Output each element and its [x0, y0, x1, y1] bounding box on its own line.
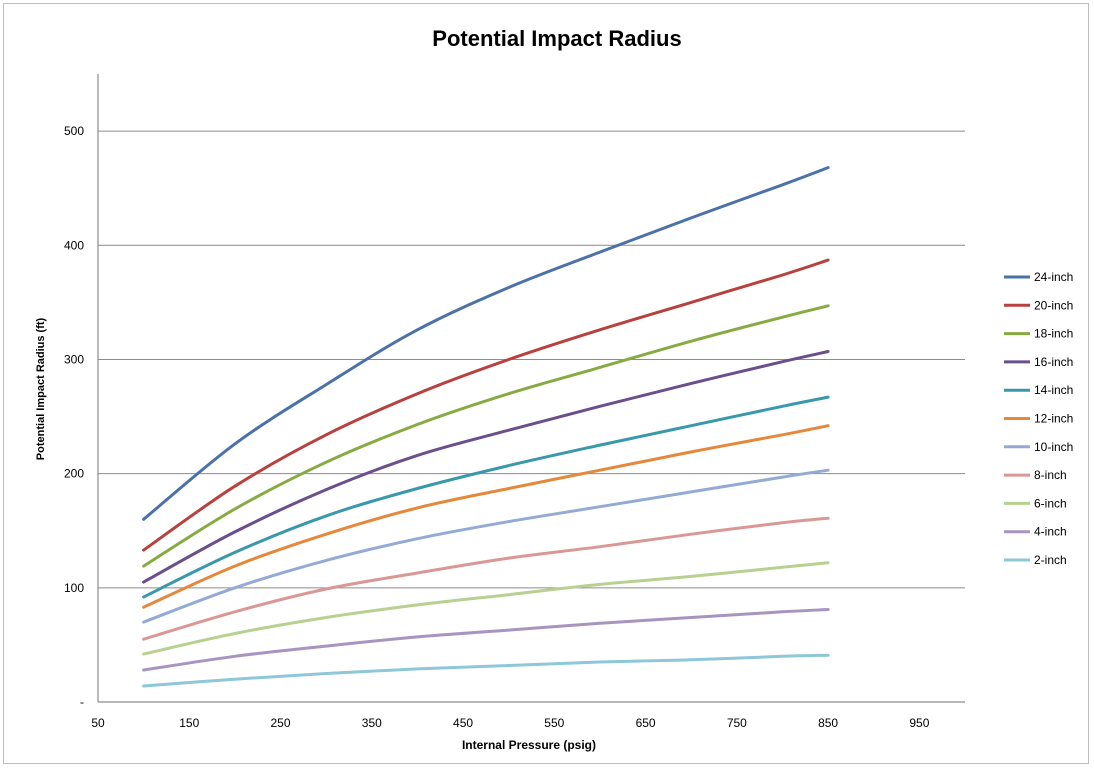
series-line-6-inch: [142, 561, 830, 656]
legend-label: 4-inch: [1034, 525, 1067, 539]
legend-item: 24-inch: [1004, 270, 1073, 284]
series-line-18-inch: [142, 304, 830, 568]
x-tick-label: 50: [91, 716, 105, 730]
legend-label: 6-inch: [1034, 496, 1067, 510]
chart-title: Potential Impact Radius: [432, 26, 681, 51]
series-line-24-inch: [142, 166, 830, 521]
legend-item: 6-inch: [1004, 496, 1067, 510]
y-tick-label: -: [80, 695, 84, 709]
series-line-20-inch: [142, 258, 830, 552]
y-tick-label: 300: [64, 352, 84, 366]
legend-item: 10-inch: [1004, 440, 1073, 454]
x-axis-label: Internal Pressure (psig): [462, 738, 596, 752]
legend-item: 20-inch: [1004, 298, 1073, 312]
series-line-16-inch: [142, 350, 830, 584]
y-axis-ticks: - 100 200 300 400 500: [64, 124, 84, 709]
axes: [97, 74, 965, 703]
legend-label: 14-inch: [1034, 383, 1073, 397]
series-line-2-inch: [142, 653, 830, 688]
series-lines: [142, 166, 830, 688]
gridlines: [98, 130, 965, 589]
x-tick-label: 250: [271, 716, 291, 730]
x-tick-label: 550: [544, 716, 564, 730]
x-tick-label: 450: [453, 716, 473, 730]
x-tick-label: 950: [909, 716, 929, 730]
legend-item: 12-inch: [1004, 412, 1073, 426]
legend-item: 8-inch: [1004, 468, 1067, 482]
legend-item: 18-inch: [1004, 327, 1073, 341]
x-tick-label: 650: [636, 716, 656, 730]
x-tick-label: 150: [179, 716, 199, 730]
legend-label: 16-inch: [1034, 355, 1073, 369]
y-tick-label: 400: [64, 238, 84, 252]
legend-label: 20-inch: [1034, 298, 1073, 312]
legend: 24-inch 20-inch 18-inch 16-inch 14-inch 12-in…: [1004, 270, 1073, 567]
x-tick-label: 850: [818, 716, 838, 730]
chart-frame: Potential Impact Radius - 100 200 300 400 500…: [3, 3, 1089, 764]
series-line-14-inch: [142, 395, 830, 599]
legend-label: 8-inch: [1034, 468, 1067, 482]
legend-label: 10-inch: [1034, 440, 1073, 454]
y-tick-label: 200: [64, 467, 84, 481]
x-tick-label: 350: [362, 716, 382, 730]
legend-item: 2-inch: [1004, 553, 1067, 567]
legend-label: 24-inch: [1034, 270, 1073, 284]
line-chart: Potential Impact Radius - 100 200 300 400 500…: [35, 26, 1073, 752]
legend-label: 2-inch: [1034, 553, 1067, 567]
legend-label: 12-inch: [1034, 412, 1073, 426]
x-tick-label: 750: [727, 716, 747, 730]
x-axis-ticks: 50 150 250 350 450 550 650 750 850 950: [91, 716, 929, 730]
series-line-12-inch: [142, 424, 830, 609]
y-axis-label: Potential Impact Radius (ft): [35, 317, 47, 460]
y-tick-label: 100: [64, 581, 84, 595]
series-line-4-inch: [142, 608, 830, 672]
legend-item: 14-inch: [1004, 383, 1073, 397]
legend-item: 4-inch: [1004, 525, 1067, 539]
legend-label: 18-inch: [1034, 327, 1073, 341]
series-line-8-inch: [142, 516, 830, 641]
y-tick-label: 500: [64, 124, 84, 138]
series-line-10-inch: [142, 468, 830, 624]
legend-item: 16-inch: [1004, 355, 1073, 369]
